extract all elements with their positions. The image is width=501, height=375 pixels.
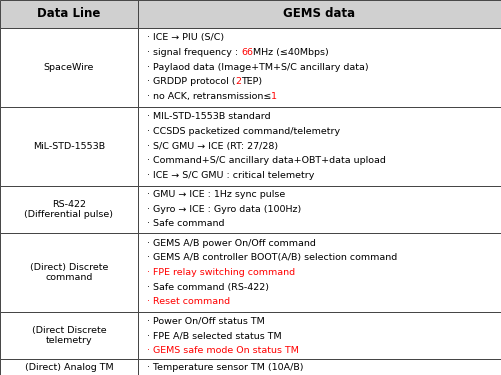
Bar: [138, 359, 501, 375]
Text: · Temperature sensor TM (10A/B): · Temperature sensor TM (10A/B): [147, 363, 304, 372]
Text: · Safe command (RS-422): · Safe command (RS-422): [147, 282, 269, 291]
Text: SpaceWire: SpaceWire: [44, 63, 94, 72]
Text: 1: 1: [271, 92, 277, 101]
Text: MiL-STD-1553B: MiL-STD-1553B: [33, 142, 105, 151]
Text: · ICE → S/C GMU : critical telemetry: · ICE → S/C GMU : critical telemetry: [147, 171, 314, 180]
Bar: [0, 28, 138, 106]
Text: Data Line: Data Line: [37, 8, 101, 20]
Text: GEMS data: GEMS data: [284, 8, 355, 20]
Text: · no ACK, retransmission≤: · no ACK, retransmission≤: [147, 92, 271, 101]
Bar: [0, 0, 138, 28]
Text: · ICE → PIU (S/C): · ICE → PIU (S/C): [147, 33, 224, 42]
Text: · GEMS A/B controller BOOT(A/B) selection command: · GEMS A/B controller BOOT(A/B) selectio…: [147, 253, 397, 262]
Bar: [0, 312, 138, 359]
Bar: [0, 233, 138, 312]
Text: · Reset command: · Reset command: [147, 297, 230, 306]
Text: (Direct) Discrete
command: (Direct) Discrete command: [30, 263, 108, 282]
Text: 2: 2: [235, 77, 241, 86]
Bar: [138, 106, 501, 186]
Text: · S/C GMU → ICE (RT: 27/28): · S/C GMU → ICE (RT: 27/28): [147, 142, 278, 151]
Text: · GEMS A/B power On/Off command: · GEMS A/B power On/Off command: [147, 238, 316, 248]
Bar: [138, 186, 501, 233]
Text: 66: 66: [241, 48, 253, 57]
Text: · FPE relay switching command: · FPE relay switching command: [147, 268, 295, 277]
Text: · GMU → ICE : 1Hz sync pulse: · GMU → ICE : 1Hz sync pulse: [147, 190, 285, 199]
Text: TEP): TEP): [241, 77, 263, 86]
Bar: [0, 359, 138, 375]
Bar: [138, 28, 501, 106]
Bar: [0, 106, 138, 186]
Text: · FPE A/B selected status TM: · FPE A/B selected status TM: [147, 331, 282, 340]
Text: · MIL-STD-1553B standard: · MIL-STD-1553B standard: [147, 112, 271, 122]
Text: MHz (≤40Mbps): MHz (≤40Mbps): [253, 48, 329, 57]
Text: · Paylaod data (Image+TM+S/C ancillary data): · Paylaod data (Image+TM+S/C ancillary d…: [147, 63, 368, 72]
Bar: [0, 186, 138, 233]
Text: · GEMS safe mode On status TM: · GEMS safe mode On status TM: [147, 346, 299, 355]
Text: (Direct) Analog TM: (Direct) Analog TM: [25, 363, 113, 372]
Text: RS-422
(Differential pulse): RS-422 (Differential pulse): [25, 200, 113, 219]
Text: · CCSDS packetized command/telemetry: · CCSDS packetized command/telemetry: [147, 127, 340, 136]
Text: · signal frequency :: · signal frequency :: [147, 48, 241, 57]
Bar: [138, 233, 501, 312]
Text: (Direct Discrete
telemetry: (Direct Discrete telemetry: [32, 326, 106, 345]
Text: · Safe command: · Safe command: [147, 219, 224, 228]
Text: · GRDDP protocol (: · GRDDP protocol (: [147, 77, 235, 86]
Bar: [138, 0, 501, 28]
Text: · Gyro → ICE : Gyro data (100Hz): · Gyro → ICE : Gyro data (100Hz): [147, 205, 301, 214]
Text: · Command+S/C ancillary data+OBT+data upload: · Command+S/C ancillary data+OBT+data up…: [147, 156, 386, 165]
Text: · Power On/Off status TM: · Power On/Off status TM: [147, 316, 265, 326]
Bar: [138, 312, 501, 359]
